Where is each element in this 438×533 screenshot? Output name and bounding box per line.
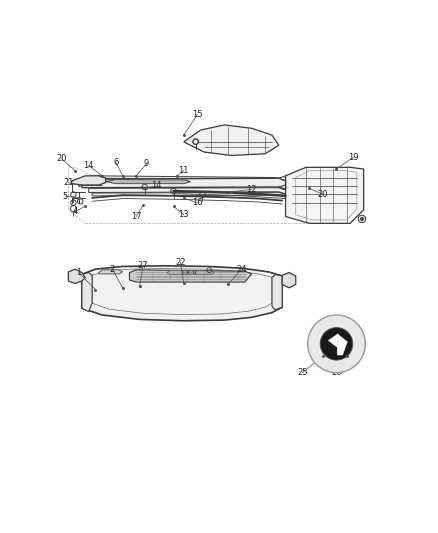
Text: 19: 19 xyxy=(348,152,359,161)
Polygon shape xyxy=(72,176,106,185)
Polygon shape xyxy=(106,180,191,184)
Polygon shape xyxy=(337,334,347,355)
Text: T·R·U: T·R·U xyxy=(180,270,197,276)
Polygon shape xyxy=(167,271,214,274)
Polygon shape xyxy=(286,167,364,223)
Polygon shape xyxy=(130,270,251,282)
Polygon shape xyxy=(82,176,286,183)
Text: 17: 17 xyxy=(131,212,141,221)
Text: 5: 5 xyxy=(62,192,67,201)
Text: 14: 14 xyxy=(84,161,94,170)
Circle shape xyxy=(307,315,365,373)
Text: 26: 26 xyxy=(331,368,342,377)
Polygon shape xyxy=(68,269,85,284)
Text: 27: 27 xyxy=(138,261,148,270)
Text: 13: 13 xyxy=(178,211,189,220)
Circle shape xyxy=(360,217,364,221)
Polygon shape xyxy=(82,266,282,321)
Polygon shape xyxy=(272,274,282,310)
Polygon shape xyxy=(282,272,296,288)
Polygon shape xyxy=(82,178,286,189)
Text: 25: 25 xyxy=(297,368,308,377)
Text: 16: 16 xyxy=(192,198,203,207)
Text: 20: 20 xyxy=(318,190,328,199)
Text: 1: 1 xyxy=(76,268,81,277)
Circle shape xyxy=(320,328,353,360)
Text: 22: 22 xyxy=(175,258,186,267)
Text: 11: 11 xyxy=(179,166,189,175)
Text: 24: 24 xyxy=(236,265,247,273)
Text: 20: 20 xyxy=(57,155,67,163)
Polygon shape xyxy=(88,188,286,194)
Polygon shape xyxy=(184,125,279,156)
Text: 2: 2 xyxy=(110,265,115,273)
Polygon shape xyxy=(99,270,123,274)
Polygon shape xyxy=(328,334,337,347)
Polygon shape xyxy=(92,192,286,197)
Text: 9: 9 xyxy=(144,159,149,168)
Text: 14: 14 xyxy=(152,182,162,190)
Text: 12: 12 xyxy=(247,185,257,194)
Text: 21: 21 xyxy=(63,178,74,187)
Circle shape xyxy=(358,215,366,223)
Text: 6: 6 xyxy=(113,158,119,167)
Text: 15: 15 xyxy=(192,110,202,119)
Text: 4: 4 xyxy=(73,207,78,216)
Polygon shape xyxy=(82,272,92,312)
